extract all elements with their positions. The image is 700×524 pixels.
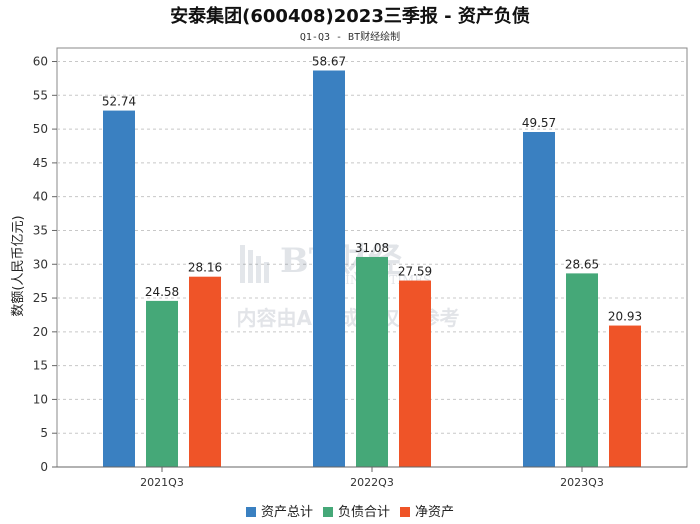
- legend-label: 负债合计: [337, 505, 390, 520]
- legend-item: 净资产: [400, 501, 454, 520]
- data-label: 49.57: [522, 116, 556, 130]
- y-tick-label: 50: [33, 122, 48, 136]
- legend-item: 负债合计: [322, 501, 390, 520]
- y-tick-label: 35: [33, 223, 48, 237]
- legend-item: 资产总计: [245, 501, 313, 520]
- bar: [566, 273, 598, 467]
- y-tick-label: 40: [33, 190, 48, 204]
- bar: [189, 276, 221, 467]
- legend: 资产总计 负债合计 净资产: [0, 501, 700, 520]
- bar: [399, 280, 431, 467]
- legend-swatch: [245, 507, 256, 517]
- data-label: 52.74: [102, 95, 136, 109]
- y-tick-label: 15: [33, 359, 48, 373]
- data-label: 28.16: [188, 261, 222, 275]
- chart-title: 安泰集团(600408)2023三季报 - 资产负债: [170, 6, 530, 27]
- y-tick-label: 30: [33, 257, 48, 271]
- y-tick-label: 55: [33, 88, 48, 102]
- data-label: 28.65: [565, 257, 599, 271]
- bar: [609, 325, 641, 467]
- bar: [146, 300, 178, 467]
- legend-label: 资产总计: [260, 505, 313, 520]
- y-tick-label: 20: [33, 325, 48, 339]
- legend-swatch: [322, 507, 333, 517]
- bar: [313, 70, 345, 467]
- bt-logo-icon: [240, 245, 269, 283]
- data-label: 20.93: [608, 310, 642, 324]
- x-tick-label: 2023Q3: [560, 476, 604, 489]
- bar: [103, 110, 135, 467]
- legend-swatch: [400, 507, 410, 517]
- bars: 52.74 24.58 28.16 58.67 31.08 27.59 49.57 28.65…: [102, 55, 642, 467]
- bar: [356, 256, 388, 467]
- data-label: 58.67: [312, 55, 346, 69]
- axes: 0 5 10 15 20 25 30 35 40 45 50 55 60 2021Q3 2022Q3 2023…: [33, 55, 687, 489]
- data-label: 31.08: [355, 241, 389, 255]
- y-tick-label: 5: [40, 426, 48, 440]
- chart-plot: BT财经 BUSINESS TIMES 内容由AI生成，仅供参考 52.7424…: [11, 47, 688, 489]
- y-tick-label: 60: [33, 55, 48, 69]
- y-tick-label: 25: [33, 291, 48, 305]
- y-tick-label: 10: [33, 392, 48, 406]
- chart-subtitle: Q1-Q3 - BT财经绘制: [299, 32, 401, 43]
- y-axis-label: 数额(人民币亿元): [11, 215, 26, 316]
- bar: [523, 132, 555, 467]
- data-label: 27.59: [398, 265, 432, 279]
- x-tick-label: 2021Q3: [140, 476, 184, 489]
- y-tick-label: 0: [40, 460, 48, 474]
- x-tick-label: 2022Q3: [350, 476, 394, 489]
- data-label: 24.58: [145, 285, 179, 299]
- legend-label: 净资产: [415, 505, 455, 520]
- y-tick-label: 45: [33, 156, 48, 170]
